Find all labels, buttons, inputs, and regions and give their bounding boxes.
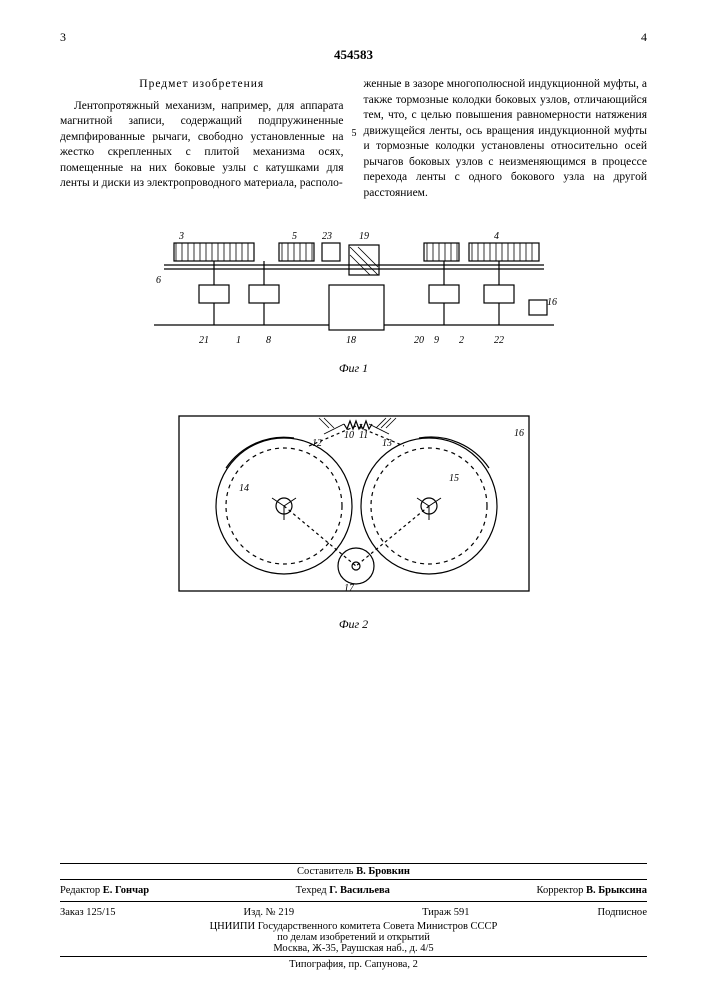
techred-label: Техред xyxy=(296,885,327,896)
fig1-svg: 3 5 23 19 4 6 21 1 8 18 20 9 2 22 16 xyxy=(134,225,574,355)
document-number: 454583 xyxy=(60,47,647,63)
fig1-label: 1 xyxy=(236,335,241,346)
fig2-svg: 12 10 11 13 14 15 17 16 xyxy=(164,406,544,611)
izd-num: Изд. № 219 xyxy=(244,907,295,918)
left-column: Предмет изобретения Лентопротяжный механ… xyxy=(60,77,344,201)
compiler-name: В. Бровкин xyxy=(356,866,410,877)
page-numbers: 3 4 xyxy=(60,30,647,45)
org-line1: ЦНИИПИ Государственного комитета Совета … xyxy=(60,921,647,932)
page-left-num: 3 xyxy=(60,30,66,45)
fig2-caption: Фиг 2 xyxy=(60,617,647,632)
editor-label: Редактор xyxy=(60,885,100,896)
corrector-name: В. Брыксина xyxy=(586,885,647,896)
fig2-label: 16 xyxy=(514,428,524,439)
section-title: Предмет изобретения xyxy=(60,77,344,93)
fig2-label: 12 xyxy=(312,438,322,449)
text-columns: Предмет изобретения Лентопротяжный механ… xyxy=(60,77,647,201)
fig1-label: 3 xyxy=(178,231,184,242)
org-line2: по делам изобретений и открытий xyxy=(60,932,647,943)
techred-name: Г. Васильева xyxy=(329,885,390,896)
fig2-label: 17 xyxy=(344,583,355,594)
editor-name: Е. Гончар xyxy=(103,885,149,896)
page-right-num: 4 xyxy=(641,30,647,45)
fig1-label: 4 xyxy=(494,231,499,242)
fig1-label: 19 xyxy=(359,231,369,242)
fig1-label: 22 xyxy=(494,335,504,346)
footer: Составитель В. Бровкин Редактор Е. Гонча… xyxy=(60,861,647,970)
fig2-label: 11 xyxy=(359,430,368,441)
order-num: Заказ 125/15 xyxy=(60,907,115,918)
fig1-label: 9 xyxy=(434,335,439,346)
fig1-label: 2 xyxy=(459,335,464,346)
compiler-label: Составитель xyxy=(297,866,353,877)
fig1-label: 5 xyxy=(292,231,297,242)
fig2-label: 14 xyxy=(239,483,249,494)
typography: Типография, пр. Сапунова, 2 xyxy=(60,959,647,970)
fig1-label: 20 xyxy=(414,335,424,346)
figure-2: 12 10 11 13 14 15 17 16 Фиг 2 xyxy=(60,406,647,632)
tirazh: Тираж 591 xyxy=(422,907,469,918)
fig1-label: 8 xyxy=(266,335,271,346)
figure-1: 3 5 23 19 4 6 21 1 8 18 20 9 2 22 16 Ф xyxy=(60,225,647,376)
line-marker: 5 xyxy=(352,127,357,141)
left-col-text: Лентопротяжный механизм, например, для а… xyxy=(60,99,344,192)
fig1-label: 16 xyxy=(547,297,557,308)
fig1-caption: Фиг 1 xyxy=(60,361,647,376)
fig2-label: 13 xyxy=(382,438,392,449)
podpisnoe: Подписное xyxy=(598,907,647,918)
fig1-label: 23 xyxy=(322,231,332,242)
right-column: 5 женные в зазоре многополюсной индукцио… xyxy=(364,77,648,201)
fig2-label: 10 xyxy=(344,430,354,441)
fig1-label: 18 xyxy=(346,335,356,346)
fig2-label: 15 xyxy=(449,473,459,484)
right-col-text: женные в зазоре многополюсной индукционн… xyxy=(364,77,648,201)
fig1-label: 21 xyxy=(199,335,209,346)
corrector-label: Корректор xyxy=(537,885,584,896)
address: Москва, Ж-35, Раушская наб., д. 4/5 xyxy=(60,943,647,954)
fig1-label: 6 xyxy=(156,275,161,286)
